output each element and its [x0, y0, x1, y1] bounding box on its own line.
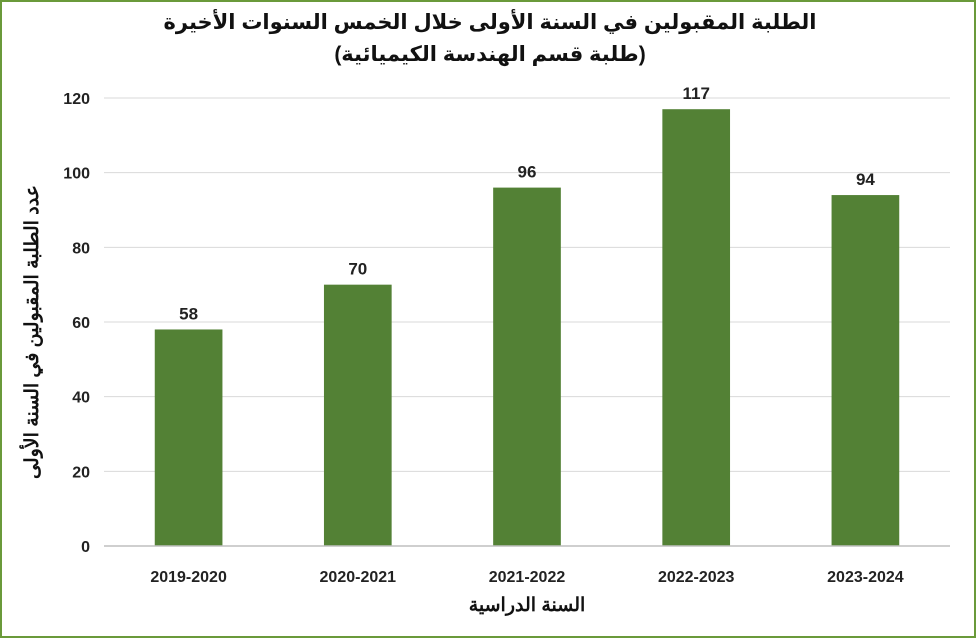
bar [323, 284, 392, 546]
y-tick-label: 20 [72, 464, 90, 481]
bars [154, 109, 900, 547]
data-label: 70 [348, 260, 367, 279]
x-tick-label: 2020-2021 [320, 569, 397, 586]
x-tick-labels: 2019-2020 2020-2021 2021-2022 2022-2023 2023… [150, 569, 903, 586]
y-tick-label: 80 [72, 240, 90, 257]
data-label: 117 [682, 84, 709, 103]
y-tick-label: 100 [63, 166, 90, 183]
chart-title: الطلبة المقبولين في السنة الأولى خلال ال… [163, 11, 817, 34]
data-label: 96 [518, 163, 537, 182]
y-axis-label: عدد الطلبة المقبولين في السنة الأولى [19, 185, 44, 479]
x-axis-label: السنة الدراسية [469, 595, 586, 616]
y-tick-labels: 0 20 40 60 80 100 120 [63, 91, 90, 556]
data-label: 58 [179, 304, 198, 323]
bar [831, 195, 900, 547]
bar [154, 329, 223, 546]
y-tick-label: 40 [72, 390, 90, 407]
x-tick-label: 2021-2022 [489, 569, 566, 586]
data-label: 94 [856, 170, 875, 189]
x-tick-label: 2019-2020 [150, 569, 227, 586]
chart-subtitle: (طلبة قسم الهندسة الكيميائية) [334, 43, 646, 66]
bar [493, 187, 561, 546]
bar [662, 109, 731, 546]
y-tick-label: 120 [63, 91, 90, 108]
x-tick-label: 2022-2023 [658, 569, 735, 586]
x-tick-label: 2023-2024 [827, 569, 904, 586]
data-labels: 58 70 96 117 94 [179, 84, 875, 323]
y-tick-label: 60 [72, 315, 90, 332]
y-tick-label: 0 [81, 539, 90, 556]
